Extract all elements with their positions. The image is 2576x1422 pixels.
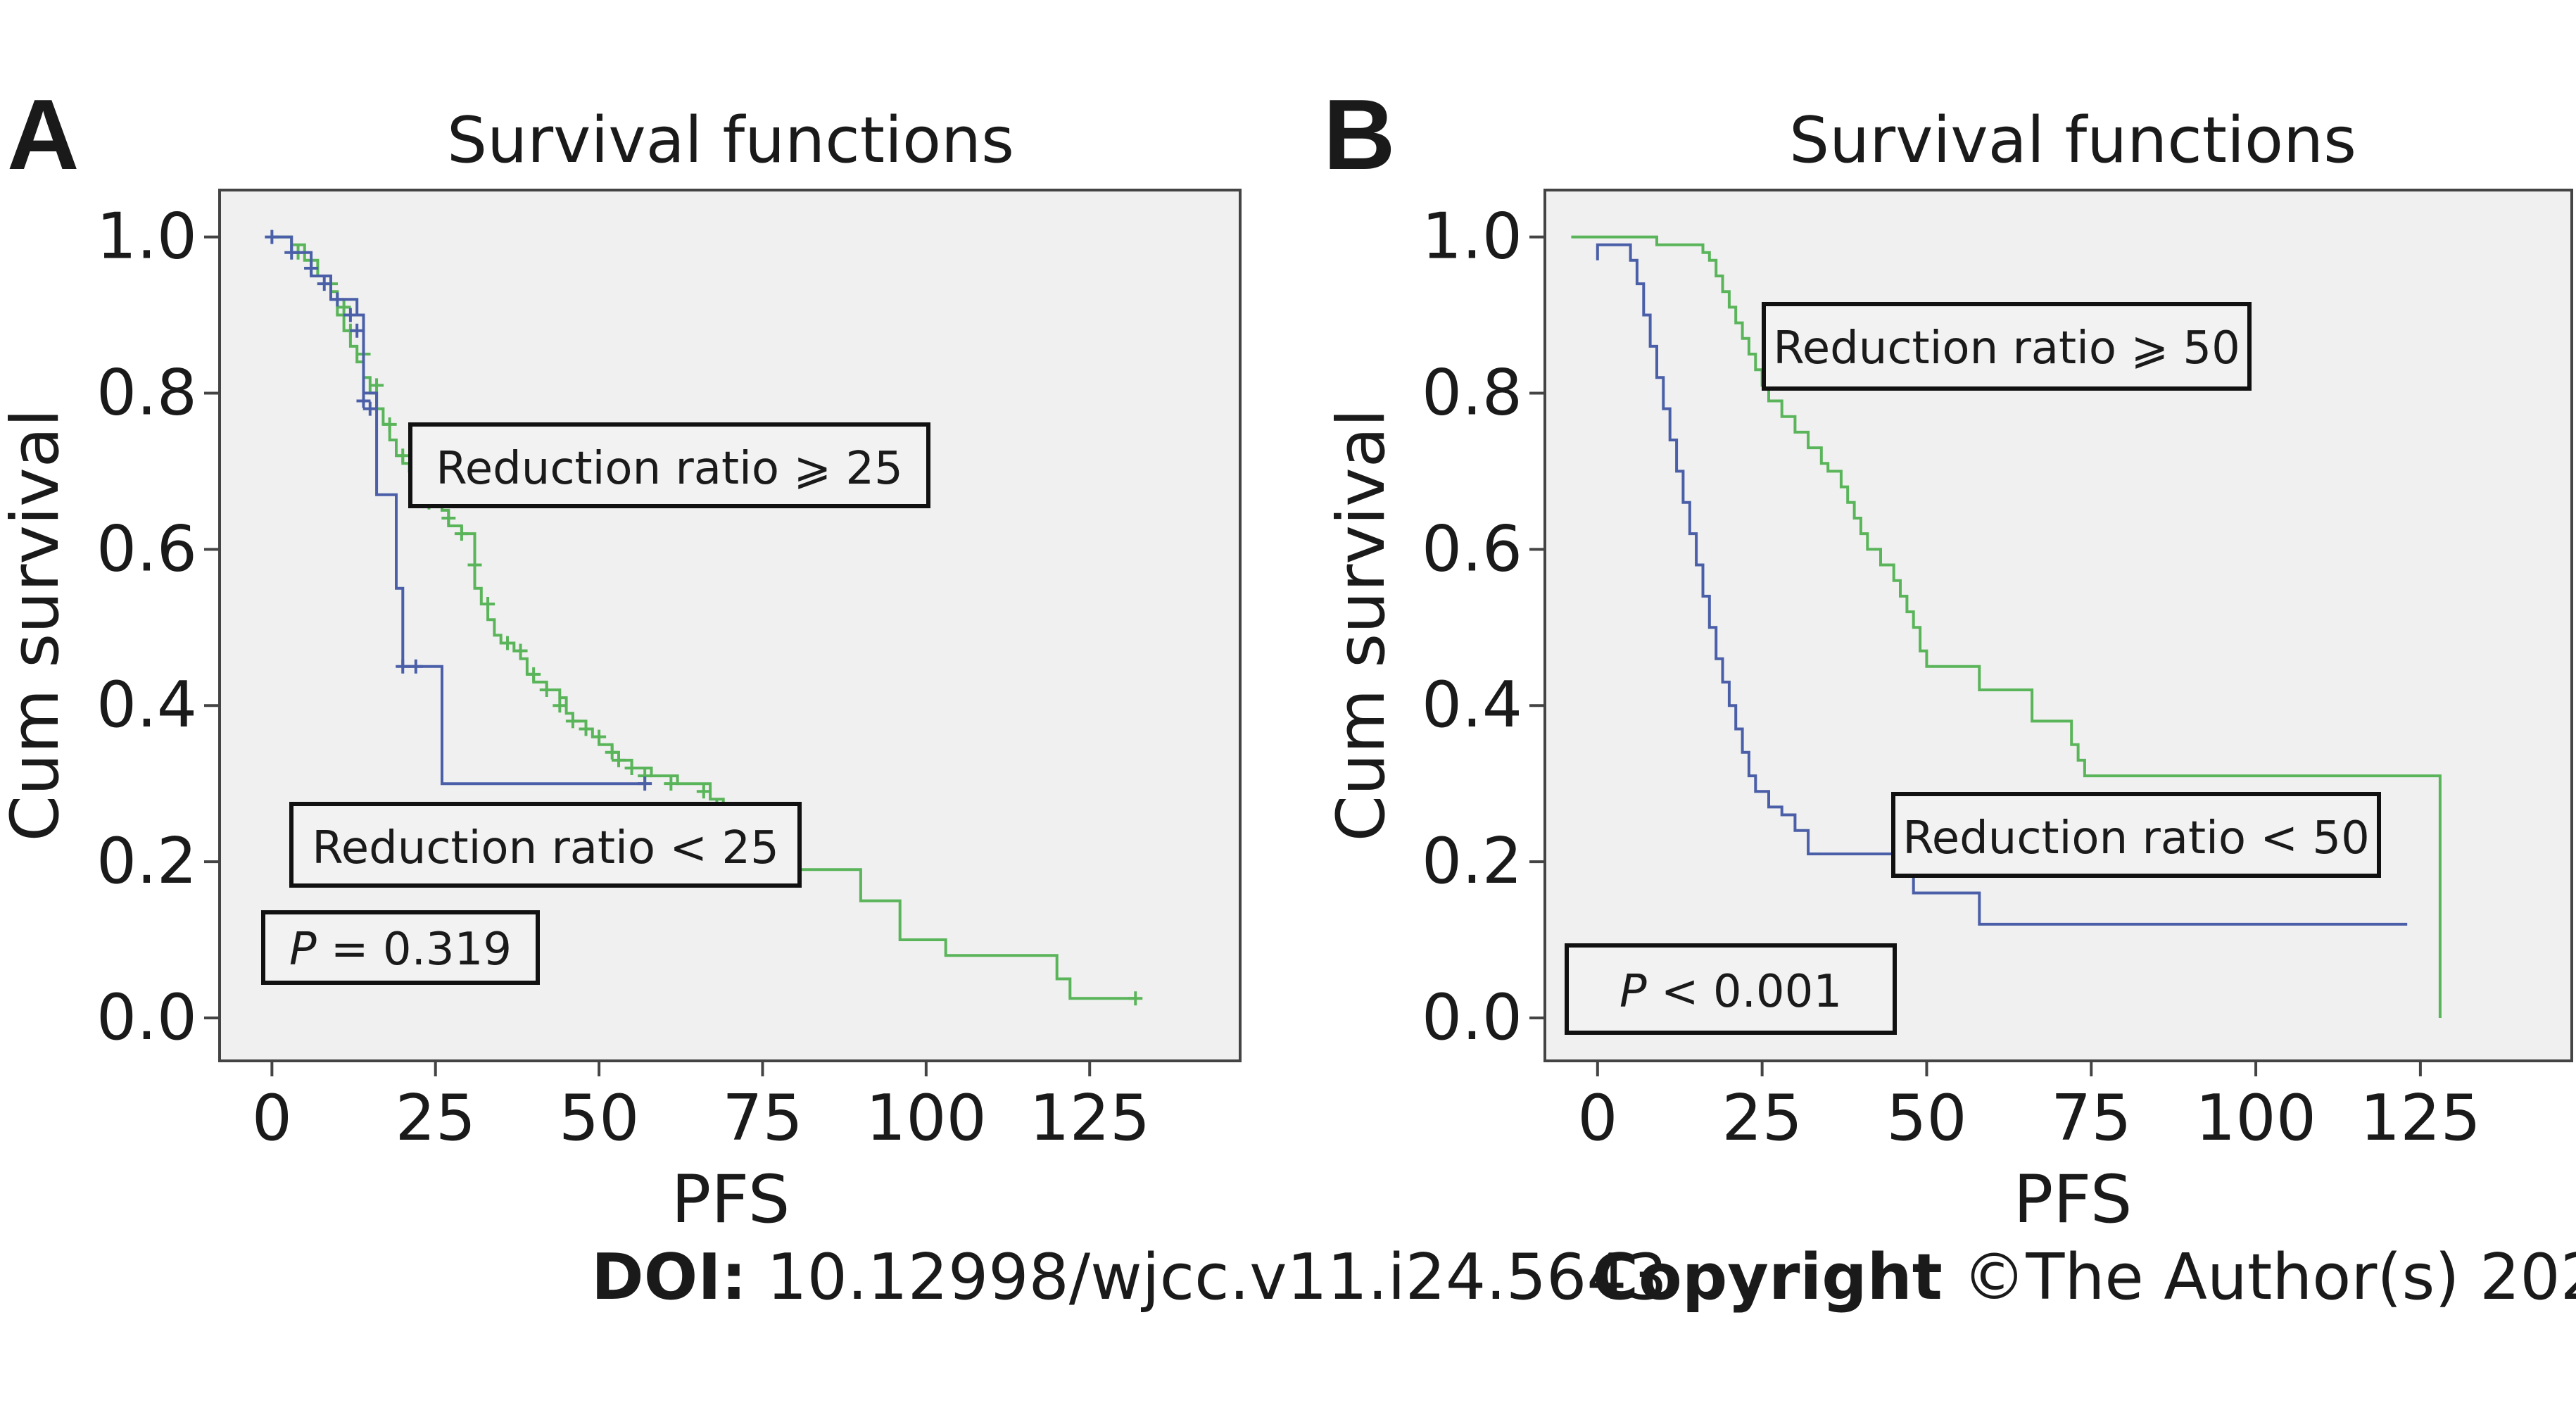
p-value-text: = 0.319 xyxy=(317,924,512,976)
x-tick-label: 25 xyxy=(1722,1081,1802,1155)
x-tick-label: 0 xyxy=(1577,1081,1617,1155)
censor-mark xyxy=(605,745,619,760)
censor-mark xyxy=(336,300,351,315)
x-tick-label: 50 xyxy=(1886,1081,1967,1155)
y-tick-label: 0.4 xyxy=(96,668,197,742)
panel-a-label: A xyxy=(7,79,80,191)
censor-mark xyxy=(592,729,607,744)
copyright-line: Copyright ©The Author(s) 2023. xyxy=(1592,1240,2576,1314)
panel-b: B Survival functions 0.00.20.40.60.81.0 … xyxy=(1323,79,2573,1238)
panel-a-y-axis: 0.0 0.2 0.4 0.6 0.8 1.0 xyxy=(96,200,220,1055)
x-tick-label: 0 xyxy=(252,1081,292,1155)
panel-b-curves xyxy=(1571,235,2442,1018)
censor-mark xyxy=(330,292,345,307)
panel-b-p-value: P < 0.001 xyxy=(1565,943,1897,1035)
doi-line: DOI: 10.12998/wjcc.v11.i24.5643 xyxy=(591,1240,1667,1314)
panel-b-x-axis: 0 25 50 75 100 125 xyxy=(1577,1061,2481,1155)
censor-mark xyxy=(526,667,541,681)
panel-a-y-axis-label: Cum survival xyxy=(0,409,74,842)
svg-text:P = 0.319: P = 0.319 xyxy=(289,924,512,976)
censor-mark xyxy=(362,401,377,416)
censor-mark xyxy=(1128,991,1143,1006)
y-tick-label: 1.0 xyxy=(1422,200,1522,274)
panel-a-title: Survival functions xyxy=(447,103,1014,177)
censor-mark xyxy=(317,277,332,291)
censor-mark xyxy=(356,394,371,408)
censor-mark xyxy=(638,776,652,791)
censor-mark xyxy=(350,323,365,338)
panel-a-legend-low: Reduction ratio < 25 xyxy=(289,802,802,888)
censor-mark xyxy=(265,229,279,244)
censor-mark xyxy=(408,659,423,674)
censor-mark xyxy=(481,596,495,611)
legend-high-label: Reduction ratio ⩾ 25 xyxy=(436,443,903,495)
p-value-text: < 0.001 xyxy=(1647,966,1843,1018)
doi-value: 10.12998/wjcc.v11.i24.5643 xyxy=(766,1240,1667,1314)
panel-a-x-axis-label: PFS xyxy=(671,1162,790,1238)
panel-b-title: Survival functions xyxy=(1789,103,2356,177)
censor-mark xyxy=(664,776,678,791)
y-tick-label: 0.0 xyxy=(1422,981,1522,1055)
y-tick-label: 0.6 xyxy=(96,512,197,586)
panel-b-label: B xyxy=(1323,79,1396,191)
y-tick-label: 0.2 xyxy=(1422,824,1522,898)
y-tick-label: 0.4 xyxy=(1422,668,1522,742)
svg-text:P < 0.001: P < 0.001 xyxy=(1620,966,1842,1018)
censor-mark xyxy=(553,698,567,713)
copyright-label: Copyright xyxy=(1592,1240,1943,1314)
censor-mark xyxy=(304,260,319,275)
panel-a-legend-high: Reduction ratio ⩾ 25 xyxy=(408,422,930,508)
legend-high-label: Reduction ratio ⩾ 50 xyxy=(1773,322,2240,375)
survival-figure: A Survival functions 0.00.20.40.60.81.0 … xyxy=(0,79,2573,1238)
y-tick-label: 0.8 xyxy=(1422,356,1522,429)
p-symbol: P xyxy=(289,924,317,976)
censor-mark xyxy=(539,683,554,698)
censor-mark xyxy=(396,659,410,674)
censor-mark xyxy=(454,527,469,541)
censor-mark xyxy=(284,245,299,260)
x-tick-label: 100 xyxy=(2195,1081,2316,1155)
panel-a-p-value: P = 0.319 xyxy=(261,910,540,985)
censor-mark xyxy=(579,722,593,736)
y-tick-label: 0.8 xyxy=(96,356,197,429)
y-tick-label: 0.2 xyxy=(96,824,197,898)
censor-mark xyxy=(696,784,711,799)
censor-mark xyxy=(396,448,410,463)
y-tick-label: 0.6 xyxy=(1422,512,1522,586)
x-tick-label: 125 xyxy=(2360,1081,2481,1155)
doi-label: DOI: xyxy=(591,1240,747,1314)
x-tick-label: 100 xyxy=(866,1081,987,1155)
censor-mark xyxy=(441,510,456,525)
survival-curve-low xyxy=(1596,243,2408,926)
censor-mark xyxy=(565,714,580,729)
censor-mark xyxy=(500,636,514,650)
x-tick-label: 75 xyxy=(2051,1081,2132,1155)
legend-low-label: Reduction ratio < 25 xyxy=(312,822,779,874)
x-tick-label: 75 xyxy=(722,1081,803,1155)
y-tick-label: 0.0 xyxy=(96,981,197,1055)
panel-a-x-axis: 0 25 50 75 100 125 xyxy=(252,1061,1150,1155)
y-tick-label: 1.0 xyxy=(96,200,197,274)
panel-b-x-axis-label: PFS xyxy=(2014,1162,2133,1238)
panel-b-legend-low: Reduction ratio < 50 xyxy=(1891,792,2381,878)
survival-curve-low xyxy=(272,235,645,786)
censor-mark xyxy=(370,378,384,393)
panel-b-y-axis-label: Cum survival xyxy=(1323,409,1400,842)
censor-mark xyxy=(382,417,397,432)
x-tick-label: 125 xyxy=(1029,1081,1150,1155)
censor-mark xyxy=(467,558,482,572)
panel-b-y-axis: 0.0 0.2 0.4 0.6 0.8 1.0 xyxy=(1422,200,1545,1055)
censor-mark xyxy=(513,643,528,658)
p-symbol: P xyxy=(1620,966,1647,1018)
censor-mark xyxy=(343,308,358,322)
censor-mark xyxy=(611,753,626,767)
legend-low-label: Reduction ratio < 50 xyxy=(1902,812,2370,864)
panel-a: A Survival functions 0.00.20.40.60.81.0 … xyxy=(0,79,1242,1238)
x-tick-label: 25 xyxy=(395,1081,476,1155)
survival-curve-high xyxy=(1571,235,2442,1018)
copyright-value: ©The Author(s) 2023. xyxy=(1962,1240,2576,1314)
panel-b-legend-high: Reduction ratio ⩾ 50 xyxy=(1762,302,2252,391)
x-tick-label: 50 xyxy=(559,1081,640,1155)
censor-mark xyxy=(624,760,639,775)
